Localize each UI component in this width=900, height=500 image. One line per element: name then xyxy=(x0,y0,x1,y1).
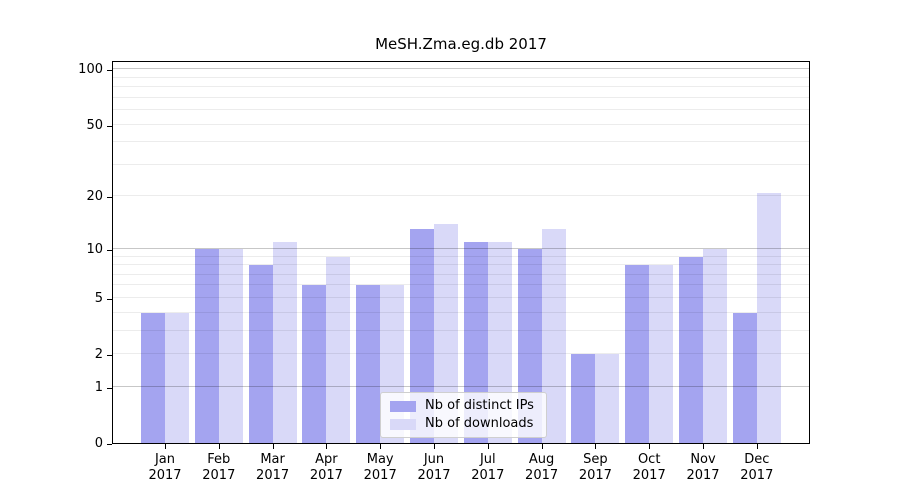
y-tick-0 xyxy=(107,444,112,445)
bar-downloads-dec xyxy=(756,192,781,443)
gridline-40 xyxy=(113,141,809,143)
x-tick-label-apr: Apr 2017 xyxy=(309,452,343,483)
y-tick-2 xyxy=(107,355,112,356)
gridline-5 xyxy=(113,296,809,298)
x-tick-jan xyxy=(165,444,166,449)
gridline-80 xyxy=(113,86,809,88)
bar-downloads-jan xyxy=(165,312,189,443)
gridline-7 xyxy=(113,273,809,275)
x-tick-label-sep: Sep 2017 xyxy=(578,452,612,483)
grid-layer xyxy=(113,62,809,443)
x-tick-mar xyxy=(272,444,274,449)
y-tick-label-0: 0 xyxy=(94,436,103,451)
gridline-2 xyxy=(113,353,809,354)
y-tick-label-20: 20 xyxy=(86,189,103,205)
y-tick-10 xyxy=(107,249,112,251)
gridline-90 xyxy=(113,76,809,78)
gridline-30 xyxy=(113,163,809,165)
x-tick-feb xyxy=(218,444,220,449)
gridline-1 xyxy=(113,385,809,387)
bar-downloads-oct xyxy=(649,265,674,443)
x-tick-label-jun: Jun 2017 xyxy=(417,452,451,483)
x-tick-dec xyxy=(756,444,758,449)
y-tick-label-1: 1 xyxy=(94,379,103,395)
gridline-6 xyxy=(113,284,809,286)
y-tick-label-10: 10 xyxy=(86,241,103,257)
x-tick-label-dec: Dec 2017 xyxy=(740,452,774,483)
gridline-20 xyxy=(113,195,809,197)
x-tick-oct xyxy=(649,444,651,449)
x-tick-label-aug: Aug 2017 xyxy=(525,452,559,483)
x-tick-label-feb: Feb 2017 xyxy=(202,452,236,483)
y-tick-label-5: 5 xyxy=(94,290,103,306)
x-tick-jun xyxy=(434,444,435,449)
bar-distinct-ips-jan xyxy=(141,312,165,443)
x-tick-label-nov: Nov 2017 xyxy=(686,452,720,483)
x-tick-jul xyxy=(487,444,489,449)
legend-item-distinct-ips: Nb of distinct IPs xyxy=(390,399,534,413)
plot-area xyxy=(112,61,810,444)
x-tick-apr xyxy=(326,444,328,449)
gridline-70 xyxy=(113,96,809,98)
legend-swatch-downloads xyxy=(390,418,416,430)
x-tick-label-jan: Jan 2017 xyxy=(148,452,182,483)
bar-distinct-ips-feb xyxy=(194,248,219,443)
bar-distinct-ips-sep xyxy=(571,354,596,443)
x-tick-may xyxy=(380,444,382,449)
gridline-100 xyxy=(113,68,809,70)
bar-downloads-feb xyxy=(218,248,243,443)
x-tick-label-mar: Mar 2017 xyxy=(256,452,290,483)
bar-downloads-apr xyxy=(326,256,351,443)
gridline-4 xyxy=(113,311,809,313)
bar-downloads-sep xyxy=(595,354,620,443)
legend: Nb of distinct IPs Nb of downloads xyxy=(380,392,547,438)
x-tick-sep xyxy=(595,444,597,449)
x-tick-aug xyxy=(541,444,543,449)
bar-downloads-nov xyxy=(703,248,727,443)
legend-swatch-distinct-ips xyxy=(390,400,416,412)
gridline-9 xyxy=(113,255,809,257)
x-tick-label-oct: Oct 2017 xyxy=(632,452,666,483)
gridline-8 xyxy=(113,264,809,265)
chart-title: MeSH.Zma.eg.db 2017 xyxy=(375,35,547,53)
x-tick-label-jul: Jul 2017 xyxy=(471,452,505,483)
gridline-50 xyxy=(113,123,809,125)
y-tick-label-100: 100 xyxy=(78,62,103,78)
bar-distinct-ips-dec xyxy=(732,312,757,443)
y-tick-1 xyxy=(107,387,112,389)
bar-distinct-ips-apr xyxy=(302,285,327,443)
y-tick-20 xyxy=(107,197,112,199)
gridline-3 xyxy=(113,329,809,331)
bar-distinct-ips-may xyxy=(356,285,381,443)
y-tick-label-50: 50 xyxy=(86,117,103,133)
y-tick-label-2: 2 xyxy=(94,347,103,362)
x-tick-label-may: May 2017 xyxy=(363,452,397,483)
bar-distinct-ips-mar xyxy=(248,265,273,443)
gridline-60 xyxy=(113,109,809,110)
bar-distinct-ips-oct xyxy=(625,265,650,443)
legend-label-distinct-ips: Nb of distinct IPs xyxy=(425,398,534,413)
bar-downloads-mar xyxy=(272,241,297,443)
gridline-10 xyxy=(113,247,809,249)
bar-distinct-ips-nov xyxy=(679,256,703,443)
x-tick-nov xyxy=(703,444,704,449)
y-tick-50 xyxy=(107,125,112,127)
legend-label-downloads: Nb of downloads xyxy=(425,416,534,431)
y-tick-5 xyxy=(107,298,112,300)
y-tick-100 xyxy=(107,70,112,72)
legend-item-downloads: Nb of downloads xyxy=(390,417,534,431)
